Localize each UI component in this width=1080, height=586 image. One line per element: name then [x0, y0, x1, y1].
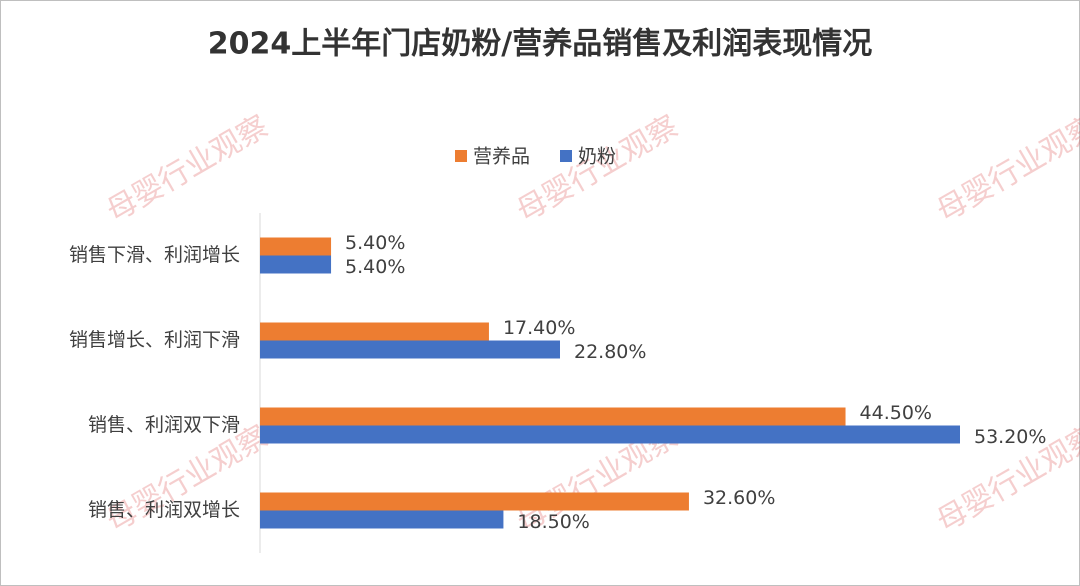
y-tick-label: 销售增长、利润下滑 — [69, 329, 240, 351]
bar — [260, 340, 560, 359]
bar — [260, 510, 504, 529]
legend-label: 奶粉 — [578, 146, 616, 168]
legend-swatch — [455, 150, 467, 162]
bar — [260, 407, 846, 426]
legend-swatch — [560, 150, 572, 162]
legend-label: 营养品 — [473, 146, 530, 168]
data-label: 17.40% — [503, 317, 575, 339]
chart-title: 2024上半年门店奶粉/营养品销售及利润表现情况 — [208, 27, 872, 62]
y-tick-label: 销售、利润双下滑 — [88, 414, 240, 436]
bar — [260, 425, 960, 444]
y-tick-label: 销售、利润双增长 — [88, 499, 240, 521]
y-tick-label: 销售下滑、利润增长 — [69, 244, 240, 266]
data-label: 44.50% — [860, 402, 932, 424]
bar — [260, 237, 332, 256]
data-label: 5.40% — [345, 256, 405, 278]
bar — [260, 492, 689, 511]
data-label: 53.20% — [974, 426, 1046, 448]
data-label: 22.80% — [574, 341, 646, 363]
bar — [260, 322, 489, 341]
data-label: 5.40% — [345, 232, 405, 254]
data-label: 18.50% — [517, 511, 589, 533]
bar — [260, 255, 332, 274]
data-label: 32.60% — [703, 487, 775, 509]
